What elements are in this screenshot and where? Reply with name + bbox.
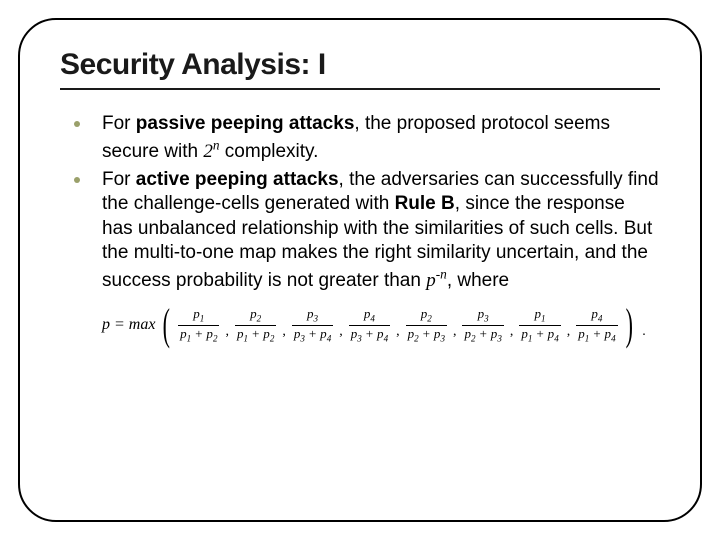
comma: , bbox=[282, 324, 286, 340]
slide-frame: Security Analysis: I For passive peeping… bbox=[18, 18, 702, 522]
fraction: p2p1 + p2 bbox=[235, 307, 276, 343]
comma: , bbox=[225, 324, 229, 340]
formula-lhs: p = max bbox=[102, 316, 155, 334]
bullet-text: For passive peeping attacks, the propose… bbox=[102, 113, 610, 162]
numerator: p3 bbox=[305, 307, 320, 325]
denominator: p1 + p2 bbox=[178, 325, 219, 344]
denominator: p1 + p4 bbox=[519, 325, 560, 344]
math-base: p bbox=[426, 270, 436, 291]
title-underline bbox=[60, 88, 660, 90]
comma: , bbox=[510, 324, 514, 340]
fraction: p2p2 + p3 bbox=[406, 307, 447, 343]
formula-lhs-text: p = max bbox=[102, 316, 155, 334]
numerator: p2 bbox=[419, 307, 434, 325]
math-sup: n bbox=[213, 137, 220, 152]
denominator: p1 + p2 bbox=[235, 325, 276, 344]
bold-text: active peeping attacks bbox=[136, 169, 339, 190]
numerator: p1 bbox=[191, 307, 206, 325]
right-paren-icon: ) bbox=[625, 307, 632, 342]
comma: , bbox=[339, 324, 343, 340]
formula: p = max ( p1p1 + p2,p2p1 + p2,p3p3 + p4,… bbox=[102, 307, 660, 343]
numerator: p1 bbox=[533, 307, 548, 325]
list-item: For passive peeping attacks, the propose… bbox=[74, 112, 660, 164]
text: , where bbox=[447, 270, 509, 291]
math-base: 2 bbox=[203, 141, 213, 162]
bullet-marker-icon bbox=[74, 121, 80, 127]
fraction: p4p3 + p4 bbox=[349, 307, 390, 343]
slide-title: Security Analysis: I bbox=[60, 48, 660, 82]
denominator: p3 + p4 bbox=[292, 325, 333, 344]
formula-end: . bbox=[642, 324, 646, 340]
denominator: p2 + p3 bbox=[406, 325, 447, 344]
text: complexity. bbox=[220, 141, 319, 162]
numerator: p4 bbox=[589, 307, 604, 325]
fraction: p3p2 + p3 bbox=[462, 307, 503, 343]
comma: , bbox=[396, 324, 400, 340]
denominator: p1 + p4 bbox=[576, 325, 617, 344]
denominator: p3 + p4 bbox=[349, 325, 390, 344]
bold-text: Rule B bbox=[395, 193, 455, 214]
denominator: p2 + p3 bbox=[462, 325, 503, 344]
numerator: p4 bbox=[362, 307, 377, 325]
fraction: p4p1 + p4 bbox=[576, 307, 617, 343]
fraction: p1p1 + p2 bbox=[178, 307, 219, 343]
numerator: p2 bbox=[248, 307, 263, 325]
bold-text: passive peeping attacks bbox=[136, 113, 355, 134]
comma: , bbox=[453, 324, 457, 340]
text: For bbox=[102, 169, 136, 190]
text: For bbox=[102, 113, 136, 134]
fraction: p3p3 + p4 bbox=[292, 307, 333, 343]
fraction: p1p1 + p4 bbox=[519, 307, 560, 343]
comma: , bbox=[567, 324, 571, 340]
left-paren-icon: ( bbox=[163, 307, 170, 342]
numerator: p3 bbox=[476, 307, 491, 325]
fraction-list: p1p1 + p2,p2p1 + p2,p3p3 + p4,p4p3 + p4,… bbox=[178, 307, 618, 343]
math-sup: -n bbox=[436, 266, 447, 281]
list-item: For active peeping attacks, the adversar… bbox=[74, 168, 660, 293]
bullet-text: For active peeping attacks, the adversar… bbox=[102, 169, 659, 291]
bullet-marker-icon bbox=[74, 177, 80, 183]
bullet-list: For passive peeping attacks, the propose… bbox=[60, 112, 660, 293]
